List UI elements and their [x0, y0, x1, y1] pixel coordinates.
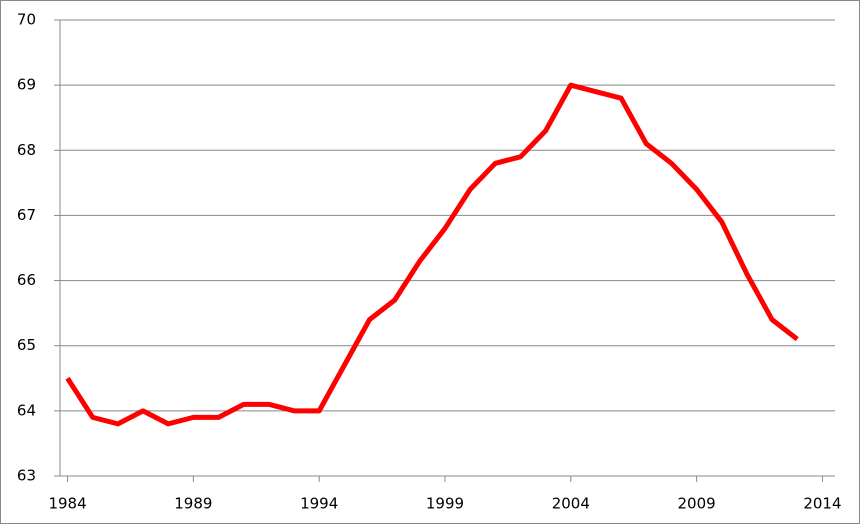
x-tick-label: 2009 — [678, 495, 716, 513]
x-tick-label: 1994 — [300, 495, 338, 513]
y-tick-label: 68 — [17, 141, 36, 159]
data-line — [65, 82, 799, 427]
x-tick-label: 2004 — [552, 495, 590, 513]
y-tick-label: 64 — [17, 401, 36, 419]
x-tick-label: 1984 — [48, 495, 86, 513]
y-tick-label: 65 — [17, 336, 36, 354]
x-tick-label: 1999 — [426, 495, 464, 513]
y-tick-label: 67 — [17, 206, 36, 224]
x-tick-label: 2014 — [803, 495, 841, 513]
x-tick-label: 1989 — [174, 495, 212, 513]
y-tick-label: 69 — [17, 76, 36, 94]
y-tick-label: 70 — [17, 11, 36, 29]
y-tick-label: 66 — [17, 271, 36, 289]
y-tick-label: 63 — [17, 467, 36, 485]
